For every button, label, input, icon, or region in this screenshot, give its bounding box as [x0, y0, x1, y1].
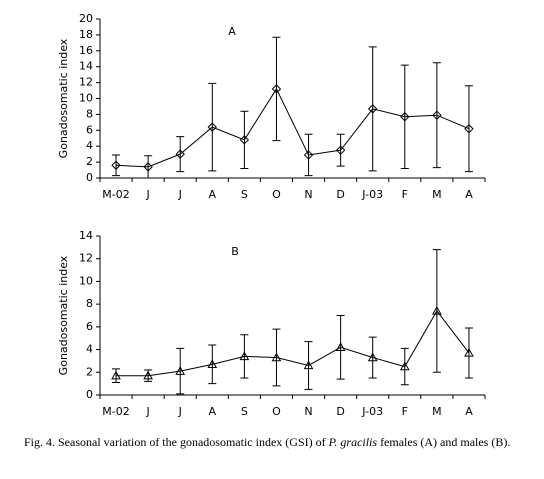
marker	[303, 360, 314, 370]
x-tick-label: A	[465, 188, 473, 201]
marker	[367, 352, 378, 362]
marker	[175, 149, 185, 159]
x-tick-label: D	[336, 405, 344, 418]
y-tick-label: 20	[79, 12, 93, 25]
y-tick-label: 6	[86, 123, 93, 136]
marker	[464, 124, 474, 134]
x-tick-label: J	[178, 405, 182, 418]
y-tick-label: 14	[79, 229, 93, 242]
marker	[303, 150, 314, 160]
y-tick-label: 0	[86, 388, 93, 401]
y-tick-label: 2	[86, 365, 93, 378]
x-tick-label: J-03	[361, 188, 383, 201]
marker	[111, 160, 121, 170]
x-tick-label: A	[209, 405, 217, 418]
x-tick-label: D	[336, 188, 344, 201]
marker	[432, 110, 442, 120]
x-tick-label: J-03	[361, 405, 383, 418]
y-tick-label: 8	[86, 107, 93, 120]
marker	[400, 112, 410, 122]
x-tick-label: N	[304, 188, 312, 201]
y-tick-label: 8	[86, 297, 93, 310]
x-tick-label: O	[272, 405, 281, 418]
marker	[207, 122, 217, 132]
x-tick-label: A	[465, 405, 473, 418]
x-tick-label: M-02	[102, 188, 129, 201]
x-tick-label: M	[432, 188, 442, 201]
y-tick-label: 4	[86, 343, 93, 356]
marker	[175, 366, 186, 375]
x-tick-label: F	[402, 188, 408, 201]
y-tick-label: 14	[79, 60, 93, 73]
y-tick-label: 2	[86, 155, 93, 168]
y-axis-label: Gonadosomatic index	[57, 255, 70, 375]
caption: Fig. 4. Seasonal variation of the gonado…	[24, 435, 510, 449]
y-tick-label: 16	[79, 44, 93, 57]
x-tick-label: J	[178, 188, 182, 201]
x-tick-label: J	[146, 405, 150, 418]
marker	[399, 361, 410, 371]
marker	[143, 370, 153, 380]
y-tick-label: 12	[79, 252, 93, 265]
marker	[239, 351, 250, 361]
y-tick-label: 4	[86, 139, 93, 152]
x-tick-label: N	[304, 405, 312, 418]
x-tick-label: F	[402, 405, 408, 418]
caption-text: females (A) and males (B).	[377, 435, 510, 449]
caption-text: Fig. 4. Seasonal variation of the gonado…	[24, 435, 329, 449]
marker	[207, 359, 218, 369]
y-axis-label: Gonadosomatic index	[57, 38, 70, 158]
marker	[335, 342, 346, 351]
x-tick-label: S	[241, 188, 248, 201]
y-tick-label: 10	[79, 92, 93, 105]
y-tick-label: 18	[79, 28, 93, 41]
marker	[464, 347, 474, 357]
marker	[335, 145, 346, 155]
marker	[432, 305, 442, 315]
marker	[111, 370, 121, 380]
marker	[368, 104, 378, 114]
caption-species: P. gracilis	[328, 435, 378, 449]
x-tick-label: O	[272, 188, 281, 201]
series-line	[116, 310, 470, 377]
y-tick-label: 6	[86, 320, 93, 333]
marker	[239, 135, 250, 145]
x-tick-label: A	[209, 188, 217, 201]
series-line	[116, 87, 470, 168]
marker	[271, 352, 282, 362]
marker	[271, 84, 282, 94]
panel-label: A	[228, 25, 236, 38]
marker	[143, 162, 153, 172]
x-tick-label: M-02	[102, 405, 129, 418]
y-tick-label: 0	[86, 171, 93, 184]
x-tick-label: S	[241, 405, 248, 418]
y-tick-label: 10	[79, 274, 93, 287]
y-tick-label: 12	[79, 76, 93, 89]
x-tick-label: J	[146, 188, 150, 201]
panel-label: B	[231, 245, 239, 258]
x-tick-label: M	[432, 405, 442, 418]
